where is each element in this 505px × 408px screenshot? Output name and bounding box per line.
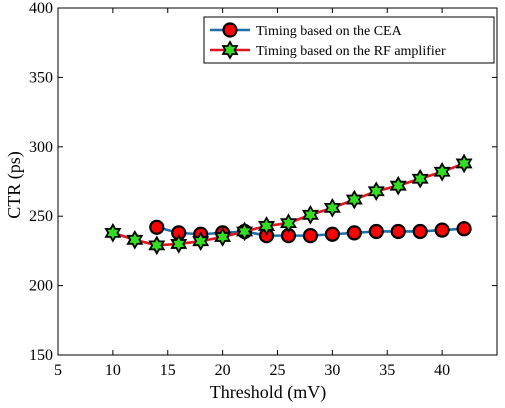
y-tick-label: 350 [29, 69, 53, 86]
data-point [456, 221, 472, 237]
x-axis-label: Threshold (mV) [210, 382, 326, 403]
data-point [301, 204, 319, 225]
data-point [214, 227, 232, 247]
data-point [345, 189, 363, 210]
legend-entry: Timing based on the CEA [210, 22, 403, 39]
data-point [368, 223, 384, 240]
y-tick-label: 400 [29, 0, 53, 17]
legend: Timing based on the CEA Timing based on t… [203, 16, 495, 64]
x-tick-label: 25 [270, 362, 286, 379]
x-tick-label: 35 [379, 362, 395, 379]
legend-marker [222, 22, 238, 38]
data-point [433, 161, 451, 182]
legend-marker [221, 40, 239, 60]
data-point [149, 219, 165, 235]
legend-box [203, 16, 495, 64]
data-point [346, 225, 362, 241]
series-2 [104, 153, 473, 256]
data-point [411, 168, 429, 189]
data-point [104, 223, 122, 243]
data-point [236, 221, 254, 242]
y-tick-label: 300 [29, 139, 53, 156]
legend-entry: Timing based on the RF amplifier [210, 40, 446, 60]
data-point [148, 235, 166, 256]
data-point [434, 222, 450, 238]
x-tick-label: 40 [434, 362, 450, 379]
data-point [192, 231, 210, 251]
y-tick-label: 200 [29, 278, 53, 295]
series-layer [104, 153, 473, 256]
data-point [170, 234, 188, 254]
data-point [258, 216, 276, 236]
legend-label: Timing based on the CEA [256, 24, 403, 39]
data-point [279, 213, 297, 233]
data-point [412, 223, 428, 240]
data-point [390, 223, 406, 240]
y-tick-label: 150 [29, 347, 53, 364]
data-point [324, 226, 340, 242]
data-point [126, 229, 144, 250]
y-tick-label: 250 [29, 208, 53, 225]
data-point [455, 153, 473, 174]
data-point [302, 228, 319, 244]
data-point [389, 175, 407, 196]
x-tick-label: 15 [160, 362, 176, 379]
legend-label: Timing based on the RF amplifier [256, 44, 446, 59]
axis-ticks: 5 10 15 20 25 30 35 40 150 200 250 300 350 400 [29, 0, 497, 379]
data-point [323, 198, 341, 218]
x-tick-label: 10 [105, 362, 121, 379]
x-tick-label: 5 [54, 362, 62, 379]
data-point [367, 181, 385, 202]
x-tick-label: 20 [215, 362, 231, 379]
x-tick-label: 30 [324, 362, 340, 379]
series-1 [149, 219, 472, 244]
y-axis-label: CTR (ps) [4, 151, 25, 219]
